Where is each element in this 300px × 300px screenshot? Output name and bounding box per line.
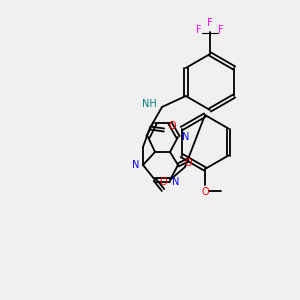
Text: O: O (159, 177, 166, 187)
Text: N: N (182, 132, 190, 142)
Text: NH: NH (142, 99, 157, 109)
Text: O: O (168, 121, 176, 131)
Text: O: O (184, 158, 192, 168)
Text: F: F (196, 25, 202, 35)
Text: F: F (218, 25, 224, 35)
Text: N: N (132, 160, 139, 170)
Text: O: O (201, 187, 209, 197)
Text: N: N (172, 177, 179, 187)
Text: F: F (207, 18, 213, 28)
